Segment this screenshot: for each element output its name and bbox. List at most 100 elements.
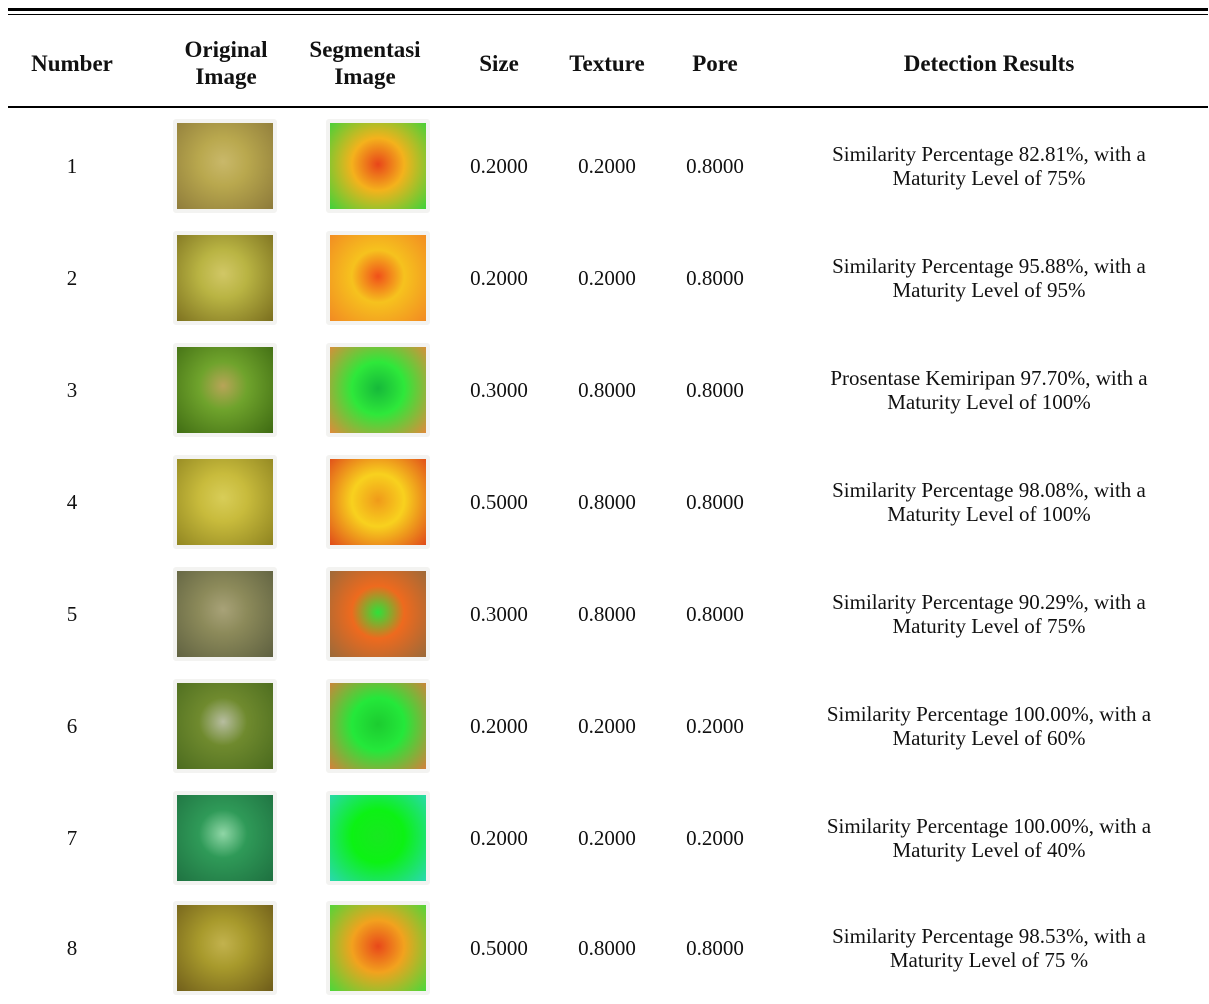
pore-value: 0.8000 <box>686 935 744 960</box>
size-value: 0.5000 <box>470 935 528 960</box>
original-fruit-image <box>173 455 277 549</box>
original-image-cell <box>164 670 286 782</box>
segmentation-image-cell <box>318 892 438 1004</box>
segmentation-image-cell <box>318 222 438 334</box>
segmentation-image-cell <box>318 670 438 782</box>
segmentation-image-cell <box>318 558 438 670</box>
original-fruit-image <box>173 231 277 325</box>
segmented-fruit-image <box>326 343 430 437</box>
original-fruit-image <box>173 567 277 661</box>
original-image-cell <box>164 892 286 1004</box>
row-number: 1 <box>66 153 78 178</box>
segmented-fruit-image <box>326 791 430 885</box>
result-line: Maturity Level of 95% <box>892 278 1086 302</box>
original-fruit-image <box>173 901 277 995</box>
header-detection-results: Detection Results <box>903 50 1075 76</box>
texture-value: 0.8000 <box>578 377 636 402</box>
table-row: 8 0.5000 0.8000 0.8000 Similarity Percentage… <box>0 892 1209 1004</box>
segmentation-image-cell <box>318 334 438 446</box>
row-number: 3 <box>66 377 78 402</box>
texture-value: 0.2000 <box>578 825 636 850</box>
size-value: 0.3000 <box>470 377 528 402</box>
pore-value: 0.8000 <box>686 153 744 178</box>
size-value: 0.2000 <box>470 265 528 290</box>
detection-result: Similarity Percentage 100.00%, with a Mat… <box>800 670 1178 782</box>
row-number: 4 <box>66 489 78 514</box>
pore-value: 0.8000 <box>686 489 744 514</box>
result-line: Maturity Level of 60% <box>892 726 1086 750</box>
size-value: 0.5000 <box>470 489 528 514</box>
row-number: 5 <box>66 601 78 626</box>
result-line: Maturity Level of 75 % <box>889 948 1089 972</box>
original-fruit-image <box>173 679 277 773</box>
top-rule <box>8 8 1208 11</box>
pore-value: 0.2000 <box>686 825 744 850</box>
texture-value: 0.2000 <box>578 265 636 290</box>
original-image-cell <box>164 558 286 670</box>
detection-result: Similarity Percentage 90.29%, with a Matu… <box>800 558 1178 670</box>
result-line: Similarity Percentage 98.53%, with a <box>832 924 1146 948</box>
original-image-cell <box>164 782 286 894</box>
result-line: Maturity Level of 75% <box>892 614 1086 638</box>
result-line: Maturity Level of 100% <box>887 502 1091 526</box>
original-fruit-image <box>173 119 277 213</box>
row-number: 2 <box>66 265 78 290</box>
segmentation-image-cell <box>318 446 438 558</box>
original-image-cell <box>164 446 286 558</box>
header-texture: Texture <box>569 50 645 76</box>
header-size: Size <box>479 50 519 76</box>
header-segmentation-image: Segmentasi Image <box>309 37 421 89</box>
header-original-image: Original Image <box>184 37 268 89</box>
detection-result: Similarity Percentage 100.00%, with a Mat… <box>800 782 1178 894</box>
header-number: Number <box>31 50 113 76</box>
size-value: 0.3000 <box>470 601 528 626</box>
row-number: 8 <box>66 935 78 960</box>
result-line: Similarity Percentage 100.00%, with a <box>826 702 1152 726</box>
size-value: 0.2000 <box>470 153 528 178</box>
size-value: 0.2000 <box>470 825 528 850</box>
texture-value: 0.8000 <box>578 601 636 626</box>
result-line: Similarity Percentage 100.00%, with a <box>826 814 1152 838</box>
row-number: 6 <box>66 713 78 738</box>
result-line: Similarity Percentage 98.08%, with a <box>832 478 1146 502</box>
original-fruit-image <box>173 791 277 885</box>
detection-result: Prosentase Kemiripan 97.70%, with a Matur… <box>800 334 1178 446</box>
result-line: Maturity Level of 100% <box>887 390 1091 414</box>
header-rule <box>8 106 1208 108</box>
segmented-fruit-image <box>326 231 430 325</box>
result-line: Maturity Level of 40% <box>892 838 1086 862</box>
texture-value: 0.2000 <box>578 713 636 738</box>
texture-value: 0.8000 <box>578 935 636 960</box>
detection-result: Similarity Percentage 95.88%, with a Matu… <box>800 222 1178 334</box>
table-row: 4 0.5000 0.8000 0.8000 Similarity Percentage… <box>0 446 1209 558</box>
table-row: 6 0.2000 0.2000 0.2000 Similarity Percentage… <box>0 670 1209 782</box>
pore-value: 0.8000 <box>686 377 744 402</box>
result-line: Similarity Percentage 95.88%, with a <box>832 254 1146 278</box>
result-line: Similarity Percentage 90.29%, with a <box>832 590 1146 614</box>
segmented-fruit-image <box>326 119 430 213</box>
original-image-cell <box>164 222 286 334</box>
table-row: 7 0.2000 0.2000 0.2000 Similarity Percentage… <box>0 782 1209 894</box>
segmentation-image-cell <box>318 110 438 222</box>
pore-value: 0.8000 <box>686 265 744 290</box>
texture-value: 0.2000 <box>578 153 636 178</box>
result-line: Prosentase Kemiripan 97.70%, with a <box>830 366 1148 390</box>
table-row: 1 0.2000 0.2000 0.8000 Similarity Percentage… <box>0 110 1209 222</box>
detection-result: Similarity Percentage 98.08%, with a Matu… <box>800 446 1178 558</box>
size-value: 0.2000 <box>470 713 528 738</box>
pore-value: 0.2000 <box>686 713 744 738</box>
result-line: Similarity Percentage 82.81%, with a <box>832 142 1146 166</box>
original-fruit-image <box>173 343 277 437</box>
segmented-fruit-image <box>326 901 430 995</box>
texture-value: 0.8000 <box>578 489 636 514</box>
detection-result: Similarity Percentage 98.53%, with a Matu… <box>800 892 1178 1004</box>
row-number: 7 <box>66 825 78 850</box>
original-image-cell <box>164 110 286 222</box>
table-row: 3 0.3000 0.8000 0.8000 Prosentase Kemiripan … <box>0 334 1209 446</box>
segmentation-image-cell <box>318 782 438 894</box>
original-image-cell <box>164 334 286 446</box>
top-rule-thin <box>8 14 1208 15</box>
detection-result: Similarity Percentage 82.81%, with a Matu… <box>800 110 1178 222</box>
segmented-fruit-image <box>326 679 430 773</box>
table-row: 5 0.3000 0.8000 0.8000 Similarity Percentage… <box>0 558 1209 670</box>
